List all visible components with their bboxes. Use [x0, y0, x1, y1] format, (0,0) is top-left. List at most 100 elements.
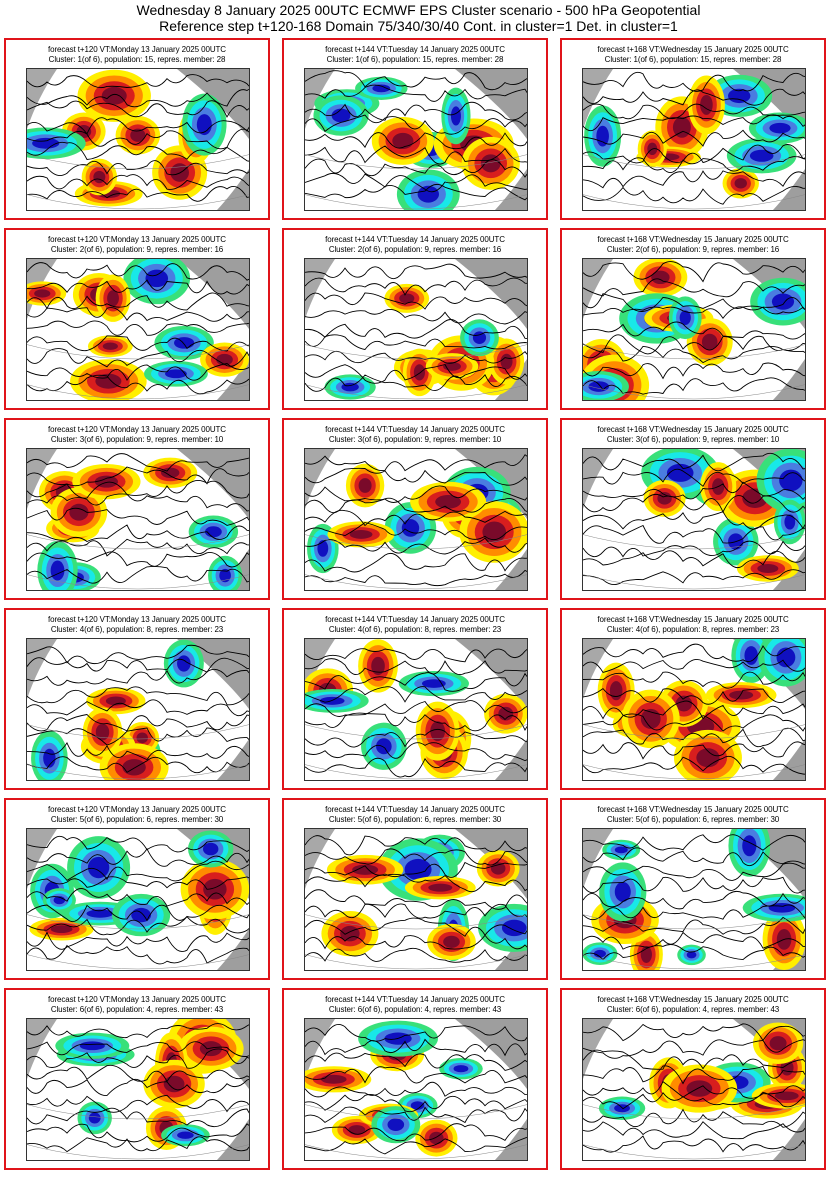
cluster-panel: forecast t+168 VT:Wednesday 15 January 2… — [560, 608, 826, 790]
panel-cluster-info: Cluster: 4(of 6), population: 8, repres.… — [606, 625, 780, 634]
page-header: Wednesday 8 January 2025 00UTC ECMWF EPS… — [0, 2, 837, 34]
panel-caption: forecast t+168 VT:Wednesday 15 January 2… — [562, 995, 824, 1015]
panel-forecast-time: forecast t+120 VT:Monday 13 January 2025… — [48, 995, 226, 1004]
geopotential-map-graphic — [27, 639, 249, 780]
geopotential-map — [304, 68, 528, 211]
geopotential-map — [304, 1018, 528, 1161]
panel-cluster-info: Cluster: 5(of 6), population: 6, repres.… — [328, 815, 502, 824]
panel-caption: forecast t+120 VT:Monday 13 January 2025… — [6, 425, 268, 445]
panel-forecast-time: forecast t+168 VT:Wednesday 15 January 2… — [597, 995, 789, 1004]
panel-cluster-info: Cluster: 1(of 6), population: 15, repres… — [48, 55, 226, 64]
panel-forecast-time: forecast t+168 VT:Wednesday 15 January 2… — [597, 235, 789, 244]
panel-caption: forecast t+120 VT:Monday 13 January 2025… — [6, 45, 268, 65]
panel-caption: forecast t+144 VT:Tuesday 14 January 202… — [284, 805, 546, 825]
geopotential-map — [26, 828, 250, 971]
geopotential-map-graphic — [27, 69, 249, 210]
panel-cluster-info: Cluster: 2(of 6), population: 9, repres.… — [606, 245, 780, 254]
cluster-panel: forecast t+168 VT:Wednesday 15 January 2… — [560, 38, 826, 220]
geopotential-map — [582, 638, 806, 781]
panel-cluster-info: Cluster: 6(of 6), population: 4, repres.… — [50, 1005, 224, 1014]
panel-cluster-info: Cluster: 5(of 6), population: 6, repres.… — [50, 815, 224, 824]
cluster-panel: forecast t+144 VT:Tuesday 14 January 202… — [282, 228, 548, 410]
geopotential-map-graphic — [583, 449, 805, 590]
panel-cluster-info: Cluster: 4(of 6), population: 8, repres.… — [328, 625, 502, 634]
panel-cluster-info: Cluster: 5(of 6), population: 6, repres.… — [606, 815, 780, 824]
panel-cluster-info: Cluster: 4(of 6), population: 8, repres.… — [50, 625, 224, 634]
cluster-panel: forecast t+120 VT:Monday 13 January 2025… — [4, 988, 270, 1170]
geopotential-map-graphic — [305, 69, 527, 210]
geopotential-map — [26, 448, 250, 591]
cluster-panel: forecast t+144 VT:Tuesday 14 January 202… — [282, 418, 548, 600]
panel-cluster-info: Cluster: 6(of 6), population: 4, repres.… — [606, 1005, 780, 1014]
cluster-panel: forecast t+168 VT:Wednesday 15 January 2… — [560, 418, 826, 600]
panel-caption: forecast t+120 VT:Monday 13 January 2025… — [6, 615, 268, 635]
panel-caption: forecast t+144 VT:Tuesday 14 January 202… — [284, 615, 546, 635]
panel-caption: forecast t+144 VT:Tuesday 14 January 202… — [284, 995, 546, 1015]
panel-cluster-info: Cluster: 2(of 6), population: 9, repres.… — [50, 245, 224, 254]
panel-forecast-time: forecast t+120 VT:Monday 13 January 2025… — [48, 235, 226, 244]
geopotential-map-graphic — [305, 639, 527, 780]
geopotential-map-graphic — [305, 1019, 527, 1160]
panel-forecast-time: forecast t+120 VT:Monday 13 January 2025… — [48, 45, 226, 54]
panel-forecast-time: forecast t+120 VT:Monday 13 January 2025… — [48, 805, 226, 814]
geopotential-map — [304, 638, 528, 781]
cluster-panel: forecast t+120 VT:Monday 13 January 2025… — [4, 608, 270, 790]
geopotential-map-graphic — [583, 259, 805, 400]
geopotential-map — [304, 258, 528, 401]
panel-forecast-time: forecast t+168 VT:Wednesday 15 January 2… — [597, 805, 789, 814]
cluster-panel: forecast t+144 VT:Tuesday 14 January 202… — [282, 38, 548, 220]
panel-cluster-info: Cluster: 1(of 6), population: 15, repres… — [604, 55, 782, 64]
geopotential-map — [304, 448, 528, 591]
geopotential-map — [26, 68, 250, 211]
geopotential-map — [26, 1018, 250, 1161]
cluster-panel: forecast t+120 VT:Monday 13 January 2025… — [4, 418, 270, 600]
geopotential-map — [304, 828, 528, 971]
cluster-panel: forecast t+144 VT:Tuesday 14 January 202… — [282, 608, 548, 790]
geopotential-map-graphic — [27, 259, 249, 400]
geopotential-map-graphic — [27, 449, 249, 590]
geopotential-map-graphic — [27, 829, 249, 970]
geopotential-map-graphic — [27, 1019, 249, 1160]
geopotential-map-graphic — [583, 1019, 805, 1160]
page-title: Wednesday 8 January 2025 00UTC ECMWF EPS… — [136, 2, 701, 18]
geopotential-map — [582, 1018, 806, 1161]
panel-caption: forecast t+144 VT:Tuesday 14 January 202… — [284, 425, 546, 445]
panel-caption: forecast t+168 VT:Wednesday 15 January 2… — [562, 805, 824, 825]
geopotential-map — [26, 258, 250, 401]
panel-caption: forecast t+168 VT:Wednesday 15 January 2… — [562, 235, 824, 255]
cluster-panel: forecast t+120 VT:Monday 13 January 2025… — [4, 38, 270, 220]
panel-forecast-time: forecast t+144 VT:Tuesday 14 January 202… — [325, 45, 505, 54]
geopotential-map-graphic — [305, 829, 527, 970]
panel-caption: forecast t+120 VT:Monday 13 January 2025… — [6, 995, 268, 1015]
panel-caption: forecast t+168 VT:Wednesday 15 January 2… — [562, 615, 824, 635]
panel-forecast-time: forecast t+168 VT:Wednesday 15 January 2… — [597, 425, 789, 434]
panel-forecast-time: forecast t+168 VT:Wednesday 15 January 2… — [597, 615, 789, 624]
geopotential-map — [26, 638, 250, 781]
panel-caption: forecast t+144 VT:Tuesday 14 January 202… — [284, 45, 546, 65]
panel-cluster-info: Cluster: 3(of 6), population: 9, repres.… — [606, 435, 780, 444]
geopotential-map-graphic — [583, 829, 805, 970]
panel-cluster-info: Cluster: 6(of 6), population: 4, repres.… — [328, 1005, 502, 1014]
geopotential-map — [582, 448, 806, 591]
panel-forecast-time: forecast t+144 VT:Tuesday 14 January 202… — [325, 425, 505, 434]
panel-caption: forecast t+120 VT:Monday 13 January 2025… — [6, 235, 268, 255]
panel-caption: forecast t+168 VT:Wednesday 15 January 2… — [562, 425, 824, 445]
geopotential-map-graphic — [583, 639, 805, 780]
geopotential-map — [582, 258, 806, 401]
cluster-panel: forecast t+168 VT:Wednesday 15 January 2… — [560, 988, 826, 1170]
geopotential-map-graphic — [305, 449, 527, 590]
geopotential-map — [582, 828, 806, 971]
panel-forecast-time: forecast t+120 VT:Monday 13 January 2025… — [48, 425, 226, 434]
cluster-panel: forecast t+168 VT:Wednesday 15 January 2… — [560, 228, 826, 410]
page-subtitle: Reference step t+120-168 Domain 75/340/3… — [159, 18, 678, 34]
panel-cluster-info: Cluster: 3(of 6), population: 9, repres.… — [50, 435, 224, 444]
panel-forecast-time: forecast t+168 VT:Wednesday 15 January 2… — [597, 45, 789, 54]
cluster-panel: forecast t+168 VT:Wednesday 15 January 2… — [560, 798, 826, 980]
panel-caption: forecast t+120 VT:Monday 13 January 2025… — [6, 805, 268, 825]
cluster-panel: forecast t+144 VT:Tuesday 14 January 202… — [282, 798, 548, 980]
panel-cluster-info: Cluster: 1(of 6), population: 15, repres… — [326, 55, 504, 64]
cluster-panel: forecast t+120 VT:Monday 13 January 2025… — [4, 798, 270, 980]
panel-forecast-time: forecast t+144 VT:Tuesday 14 January 202… — [325, 995, 505, 1004]
panel-cluster-info: Cluster: 3(of 6), population: 9, repres.… — [328, 435, 502, 444]
geopotential-map — [582, 68, 806, 211]
